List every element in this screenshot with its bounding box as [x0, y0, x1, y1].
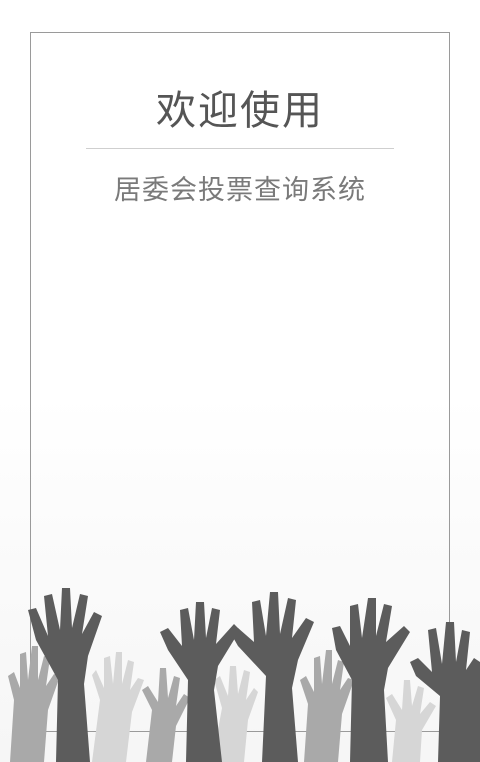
raised-hands-illustration [8, 588, 480, 762]
welcome-title: 欢迎使用 [156, 88, 324, 134]
system-subtitle: 居委会投票查询系统 [114, 175, 366, 206]
title-divider [86, 148, 394, 149]
